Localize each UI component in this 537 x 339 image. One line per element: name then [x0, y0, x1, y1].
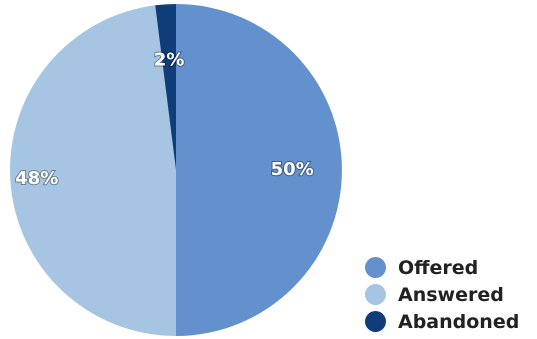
legend-item-offered: Offered: [365, 254, 537, 281]
data-label-offered: 50%: [271, 159, 314, 180]
legend-item-answered: Answered: [365, 281, 537, 308]
legend-label-answered: Answered: [398, 283, 504, 306]
legend-swatch-offered: [365, 257, 386, 278]
legend-label-offered: Offered: [398, 256, 479, 279]
legend-swatch-answered: [365, 284, 386, 305]
legend-label-abandoned: Abandoned: [398, 310, 520, 333]
legend: Offered Answered Abandoned: [365, 254, 537, 335]
pie-labels: 50% 48% 2%: [14, 49, 314, 190]
legend-item-abandoned: Abandoned: [365, 308, 537, 335]
pie-slice-abandoned: [155, 4, 176, 170]
pie-slice-offered: [176, 4, 342, 336]
pie-slice-answered: [10, 5, 176, 337]
data-label-answered: 48%: [15, 168, 58, 189]
data-label-abandoned: 2%: [154, 50, 185, 71]
pie-slices: [10, 4, 342, 337]
legend-swatch-abandoned: [365, 311, 386, 332]
